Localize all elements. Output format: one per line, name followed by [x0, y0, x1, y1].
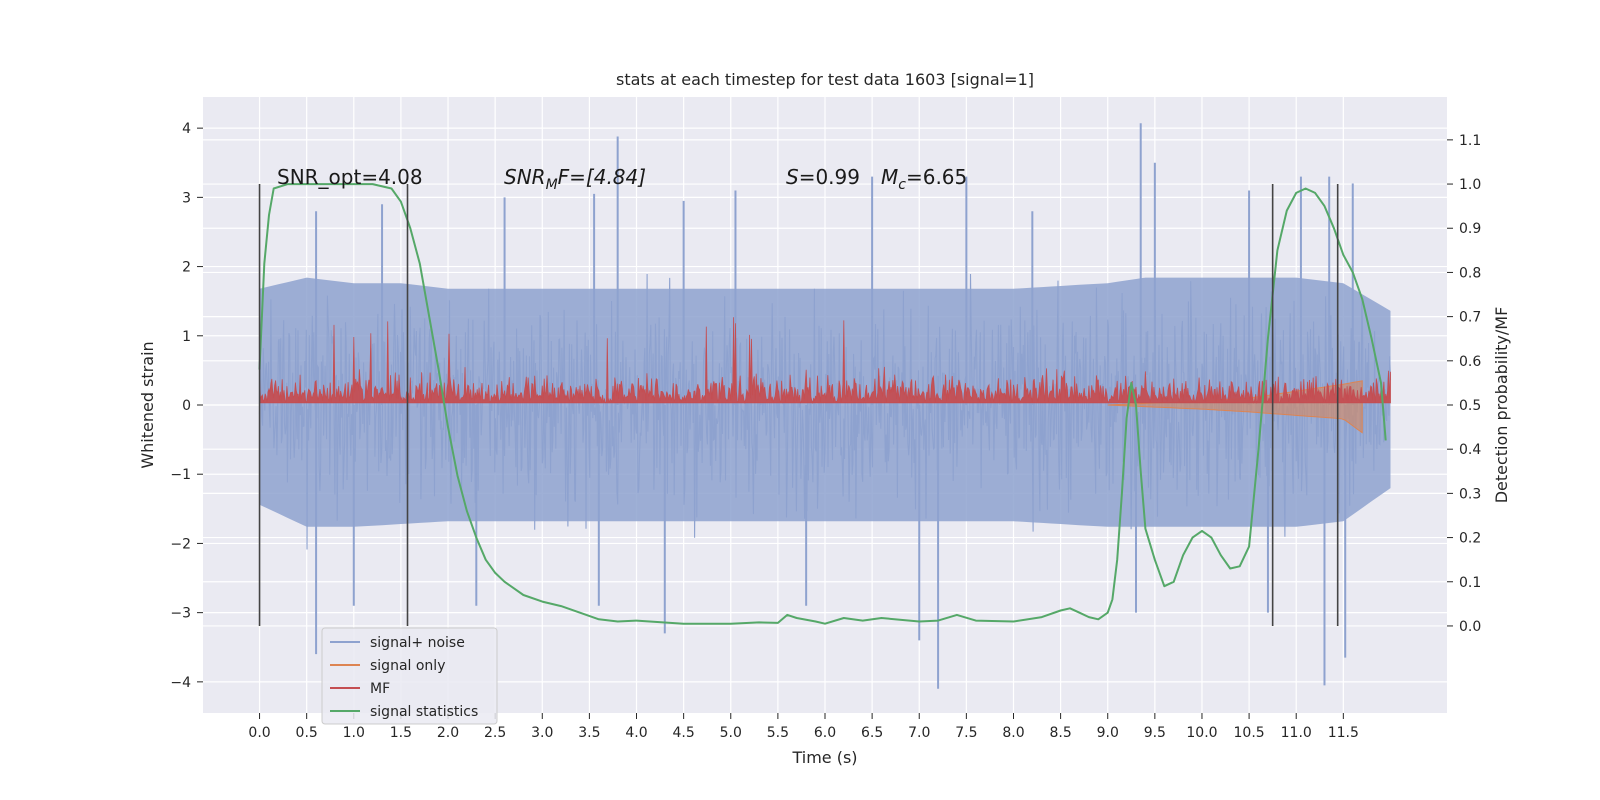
y-right-tick-label: 0.3 [1459, 486, 1481, 502]
x-tick-label: 7.0 [908, 725, 930, 741]
x-tick-label: 1.5 [390, 725, 412, 741]
y-right-tick-label: 0.5 [1459, 398, 1481, 414]
x-tick-label: 10.0 [1186, 725, 1217, 741]
y-right-tick-label: 1.0 [1459, 177, 1481, 193]
x-tick-label: 8.0 [1002, 725, 1024, 741]
legend-items: signal+ noise signal only MF signal statist… [330, 635, 478, 720]
x-tick-label: 11.0 [1281, 725, 1312, 741]
y-right-tick-label: 0.8 [1459, 265, 1481, 281]
y-right-tick-label: 0.0 [1459, 619, 1481, 635]
y-tick-label: −2 [170, 536, 191, 552]
x-tick-label: 0.0 [248, 725, 270, 741]
x-tick-label: 5.0 [720, 725, 742, 741]
x-tick-label: 5.5 [767, 725, 789, 741]
x-axis-ticks: 0.0 0.5 1.0 1.5 2.0 2.5 3.0 3.5 4.0 4.5 5.0 5.5 6.0 6… [248, 713, 1359, 741]
x-tick-label: 11.5 [1328, 725, 1359, 741]
y-right-tick-label: 0.9 [1459, 221, 1481, 237]
y-tick-label: −3 [170, 606, 191, 622]
legend-label: signal+ noise [370, 635, 465, 651]
x-tick-label: 0.5 [296, 725, 318, 741]
y-right-tick-label: 0.6 [1459, 354, 1481, 370]
legend-label: signal only [370, 658, 445, 674]
y-axis-label: Whitened strain [138, 341, 157, 468]
annotation-snr-mf-sub: M [546, 177, 558, 193]
x-tick-label: 8.5 [1049, 725, 1071, 741]
y-tick-label: 0 [182, 398, 191, 414]
annotation-mc-label: M [881, 165, 898, 189]
x-tick-label: 4.5 [673, 725, 695, 741]
x-tick-label: 1.0 [343, 725, 365, 741]
y-axis-right-ticks: 1.1 1.0 0.9 0.8 0.7 0.6 0.5 0.4 0.3 0.2 0.1 0.0 [1447, 133, 1481, 635]
vertical-markers [258, 184, 1339, 626]
y-tick-label: 4 [182, 121, 191, 137]
annotation-snr-mf: SNRMF=[4.84] [504, 165, 646, 193]
annotation-s-value: =0.99 [799, 165, 860, 189]
x-tick-label: 9.5 [1144, 725, 1166, 741]
annotation-snr-opt: SNR_opt=4.08 [277, 165, 423, 189]
x-tick-label: 4.0 [625, 725, 647, 741]
x-axis-label: Time (s) [791, 748, 857, 767]
legend-label: signal statistics [370, 704, 478, 720]
annotation-snr-mf-base: SNR [504, 165, 546, 189]
series-signal-statistics [258, 183, 1387, 625]
annotation-mc-value: =6.65 [906, 165, 967, 189]
y-right-tick-label: 1.1 [1459, 133, 1481, 149]
y-tick-label: 1 [182, 329, 191, 345]
legend-box [321, 627, 498, 725]
chart-title: stats at each timestep for test data 160… [616, 70, 1034, 89]
annotation-mc: Mc=6.65 [881, 165, 967, 193]
mf-trace [259, 317, 1391, 405]
statistics-line [258, 183, 1387, 625]
x-tick-label: 2.0 [437, 725, 459, 741]
annotation-s-label: S [786, 165, 799, 189]
y-right-tick-label: 0.4 [1459, 442, 1481, 458]
x-tick-label: 2.5 [484, 725, 506, 741]
x-tick-label: 6.5 [861, 725, 883, 741]
y-tick-label: −1 [170, 467, 191, 483]
x-tick-label: 9.0 [1097, 725, 1119, 741]
annotation-snr-mf-rest: F=[4.84] [558, 165, 646, 189]
annotation-s: S=0.99 [786, 165, 860, 189]
series-mf [259, 317, 1391, 405]
y-right-tick-label: 0.1 [1459, 575, 1481, 591]
y-right-tick-label: 0.7 [1459, 310, 1481, 326]
x-tick-label: 10.5 [1234, 725, 1265, 741]
x-tick-label: 6.0 [814, 725, 836, 741]
y-tick-label: −4 [170, 675, 191, 691]
y-axis-ticks: 4 3 2 1 0 −1 −2 −3 −4 [170, 121, 203, 691]
legend-label: MF [370, 681, 390, 697]
x-tick-label: 3.0 [531, 725, 553, 741]
legend: signal+ noise signal only MF signal statist… [321, 627, 498, 725]
x-tick-label: 7.5 [955, 725, 977, 741]
y-tick-label: 3 [182, 190, 191, 206]
x-tick-label: 3.5 [578, 725, 600, 741]
y-right-tick-label: 0.2 [1459, 531, 1481, 547]
y-tick-label: 2 [182, 260, 191, 276]
y-axis-right-label: Detection probability/MF [1492, 307, 1511, 504]
annotation-mc-sub: c [898, 177, 906, 193]
